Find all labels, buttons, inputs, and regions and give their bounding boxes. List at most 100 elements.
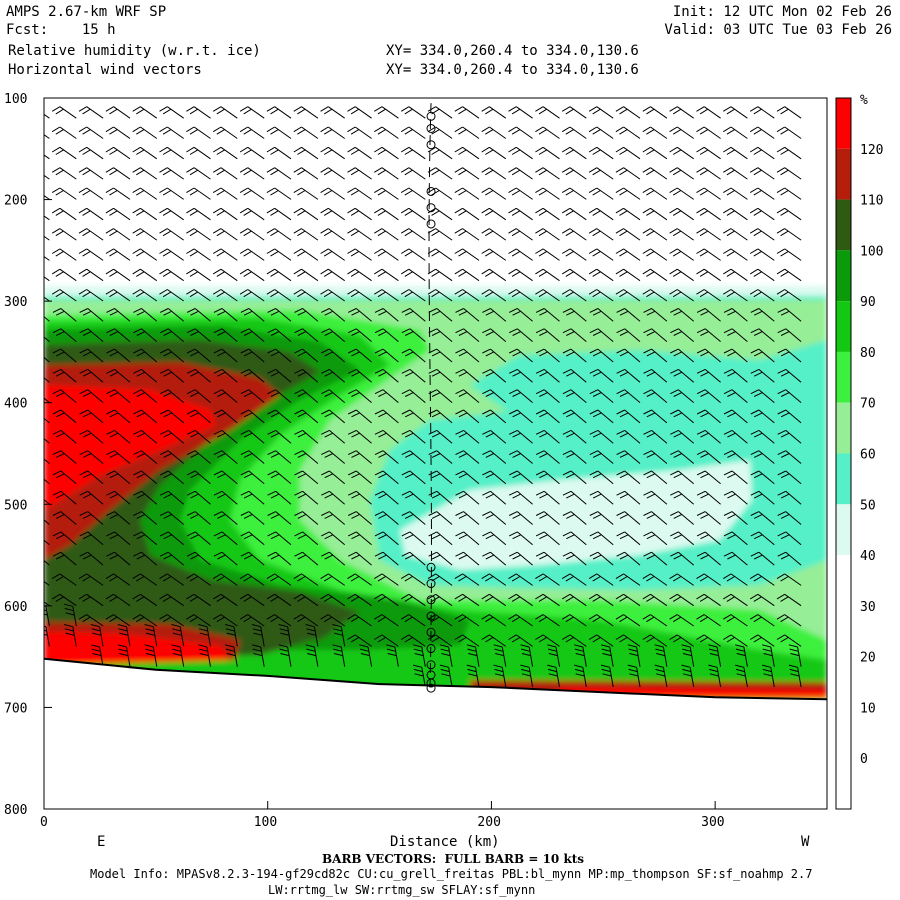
wind-barb	[347, 268, 372, 282]
wind-barb	[723, 308, 748, 322]
y-tick-label: 300	[4, 295, 27, 310]
wind-barb	[642, 573, 668, 586]
wind-barb	[508, 470, 533, 485]
wind-barb	[412, 664, 426, 688]
wind-barb	[293, 126, 319, 139]
wind-barb	[482, 389, 507, 403]
wind-barb	[90, 644, 104, 667]
wind-barb	[777, 409, 802, 424]
wind-barb	[78, 126, 104, 139]
wind-barb	[78, 593, 104, 607]
wind-barb	[749, 248, 775, 261]
wind-barb	[400, 248, 426, 261]
wind-barb	[642, 289, 668, 302]
wind-barb	[347, 450, 372, 464]
wind-barb	[320, 248, 345, 261]
trajectory-marker	[426, 562, 436, 572]
wind-barb	[400, 187, 426, 200]
wind-barb	[482, 328, 507, 342]
wind-barb	[535, 531, 560, 546]
wind-barb	[266, 146, 292, 160]
wind-barb	[51, 126, 77, 139]
wind-barb	[278, 644, 292, 667]
wind-barb	[78, 187, 104, 200]
wind-barb	[52, 511, 77, 525]
wind-barb	[535, 450, 560, 464]
wind-barb	[374, 146, 399, 160]
wind-barb	[347, 328, 372, 342]
wind-barb	[212, 268, 238, 282]
wind-barb	[321, 368, 346, 383]
wind-barb	[78, 289, 104, 302]
wind-barb	[696, 106, 721, 119]
wind-barb	[78, 248, 104, 261]
wind-barb	[186, 248, 211, 261]
wind-barb	[132, 268, 158, 282]
trajectory-marker	[426, 111, 436, 121]
wind-barb	[616, 490, 641, 505]
wind-barb	[643, 531, 668, 546]
wind-barb	[749, 106, 775, 119]
wind-barb	[186, 167, 211, 180]
wind-barb	[455, 490, 480, 505]
wind-barb	[455, 389, 480, 403]
wind-barb	[224, 624, 238, 647]
wind-barb	[616, 308, 641, 322]
wind-barb	[535, 593, 560, 607]
wind-barb	[52, 551, 77, 566]
x-end-left: E	[97, 834, 106, 850]
wind-barb	[320, 289, 345, 302]
wind-barb	[186, 389, 211, 403]
x-tick-label: 200	[477, 815, 500, 830]
wind-barb	[481, 207, 507, 221]
wind-barb	[186, 308, 211, 322]
wind-barb	[723, 573, 748, 586]
wind-barb	[159, 531, 185, 546]
trajectory-marker	[426, 579, 436, 589]
wind-barb	[589, 308, 614, 322]
wind-barb	[294, 389, 319, 403]
wind-barb	[132, 167, 158, 180]
wind-barb	[267, 368, 292, 383]
wind-barb	[455, 470, 480, 485]
wind-barb	[466, 664, 480, 688]
wind-barb	[347, 409, 372, 424]
wind-barb	[374, 228, 399, 241]
wind-barb	[186, 268, 211, 282]
wind-barb	[293, 228, 319, 241]
wind-barb	[427, 289, 453, 302]
wind-barb	[723, 106, 748, 119]
wind-barb	[44, 174, 50, 180]
wind-barb	[374, 634, 399, 647]
wind-barb	[561, 289, 587, 302]
wind-barb	[455, 308, 480, 322]
wind-barb	[374, 368, 399, 383]
wind-barb	[696, 389, 721, 403]
wind-barb	[696, 593, 721, 607]
wind-barb	[508, 348, 533, 363]
wind-barb	[589, 389, 614, 403]
colorbar-unit: %	[860, 93, 868, 108]
wind-barb	[240, 490, 265, 505]
wind-barb	[670, 348, 695, 363]
wind-barb	[696, 470, 721, 485]
wind-barb	[696, 228, 721, 241]
wind-barb	[133, 511, 158, 525]
wind-barb	[562, 450, 587, 464]
wind-barb	[750, 429, 775, 444]
wind-barb	[776, 187, 802, 200]
wind-barb	[535, 289, 560, 302]
x-tick-label: 100	[254, 815, 277, 830]
wind-barb	[321, 450, 346, 464]
wind-barb	[293, 614, 319, 627]
wind-barb	[239, 573, 265, 586]
wind-barb	[44, 519, 50, 525]
wind-barb	[386, 644, 399, 667]
wind-barb	[723, 268, 748, 282]
wind-barb	[51, 289, 77, 302]
wind-barb	[776, 207, 802, 221]
wind-barb	[374, 106, 399, 119]
wind-barb	[561, 167, 587, 180]
y-tick-label: 200	[4, 194, 27, 209]
